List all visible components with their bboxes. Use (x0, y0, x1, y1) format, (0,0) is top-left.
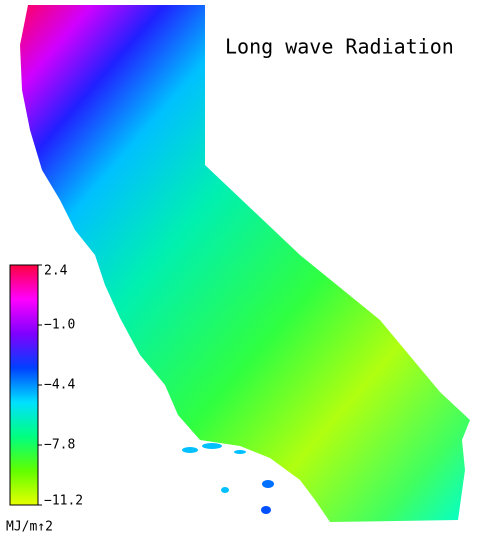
california-region (20, 5, 470, 522)
colorbar-tick-label: 2.4 (44, 264, 68, 279)
colorbar-unit: MJ/m↑2 (6, 520, 53, 535)
colorbar-tick-label: −4.4 (44, 378, 75, 393)
colorbar (9, 264, 39, 506)
colorbar-tick-label: −7.8 (44, 438, 75, 453)
map-title: Long wave Radiation (225, 35, 454, 59)
colorbar-tick-label: −1.0 (44, 318, 75, 333)
islands (182, 443, 274, 514)
colorbar-tick-label: −11.2 (44, 494, 83, 509)
